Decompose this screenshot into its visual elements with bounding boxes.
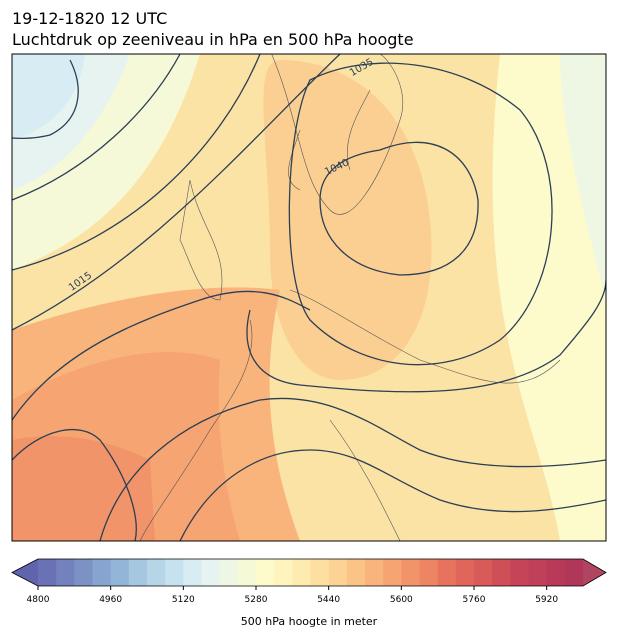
colorbar-segment — [292, 559, 311, 586]
isobar — [179, 449, 606, 541]
map-frame — [11, 53, 607, 542]
colorbar-segment — [38, 559, 57, 586]
colorbar-segment — [328, 559, 348, 586]
map: 1035 1040 1015 — [12, 54, 606, 541]
colorbar: 4800 4960 5120 5280 5440 5600 5760 5920 — [11, 558, 607, 605]
colorbar-segment — [237, 559, 257, 586]
colorbar-tick-label: 4960 — [99, 595, 122, 605]
colorbar-segment — [546, 559, 566, 586]
colorbar-tick-label: 5760 — [463, 595, 486, 605]
colorbar-tick-label: 4800 — [27, 595, 50, 605]
colorbar-segment — [165, 559, 184, 586]
colorbar-tick-label: 5440 — [317, 595, 340, 605]
colorbar-segment — [346, 559, 366, 586]
isobar — [12, 54, 341, 331]
coastline — [139, 54, 561, 541]
colorbar-segment — [455, 559, 475, 586]
colorbar-tick-label: 5120 — [172, 595, 195, 605]
colorbar-tick-label: 5920 — [535, 595, 558, 605]
isobar — [12, 290, 311, 421]
colorbar-segment — [528, 559, 548, 586]
colorbar-outline — [11, 558, 607, 587]
colorbar-segment — [183, 559, 202, 586]
zone — [263, 60, 432, 380]
colorbar-extend-low — [12, 559, 38, 586]
colorbar-segment — [274, 559, 293, 586]
colorbar-segment — [437, 559, 457, 586]
colorbar-tick-label: 5280 — [245, 595, 268, 605]
colorbar-segment — [74, 559, 93, 586]
colorbar-segment — [383, 559, 402, 586]
zone — [12, 54, 85, 140]
colorbar-segment — [510, 559, 529, 586]
isobar — [12, 428, 137, 541]
isobar — [246, 279, 606, 393]
colorbar-segment — [128, 559, 148, 586]
colorbar-segment — [92, 559, 112, 586]
colorbar-segment — [401, 559, 420, 586]
isobar — [288, 62, 553, 366]
colorbar-segment — [110, 559, 130, 586]
zone — [560, 54, 606, 300]
colorbar-segment — [147, 559, 166, 586]
colorbar-extend-high — [583, 559, 606, 586]
isobar — [319, 141, 479, 276]
colorbar-segment — [219, 559, 239, 586]
isobar — [12, 54, 261, 271]
colorbar-segment — [56, 559, 75, 586]
subtitle: Luchtdruk op zeeniveau in hPa en 500 hPa… — [12, 30, 414, 49]
colorbar-label: 500 hPa hoogte in meter — [241, 615, 378, 628]
isobar — [99, 397, 606, 541]
colorbar-segment — [256, 559, 275, 586]
colorbar-segment — [474, 559, 493, 586]
colorbar-segment — [419, 559, 439, 586]
colorbar-tick-label: 5600 — [390, 595, 413, 605]
colorbar-segment — [310, 559, 330, 586]
colorbar-segment — [365, 559, 384, 586]
title: 19-12-1820 12 UTC — [12, 9, 167, 28]
colorbar-segment — [564, 559, 584, 586]
colorbar-segment — [201, 559, 221, 586]
isobar — [12, 54, 181, 201]
isobar — [12, 59, 79, 140]
zone — [12, 436, 155, 541]
colorbar-segment — [492, 559, 511, 586]
